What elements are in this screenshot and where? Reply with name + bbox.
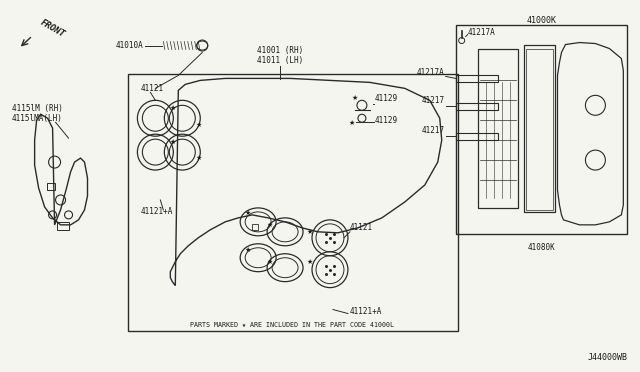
Text: 41129: 41129 — [375, 94, 398, 103]
Bar — [456, 133, 498, 140]
Bar — [525, 48, 554, 210]
Text: ★: ★ — [169, 105, 175, 111]
Text: 41129: 41129 — [375, 116, 398, 125]
Text: 41217: 41217 — [422, 126, 445, 135]
Text: 41010A: 41010A — [116, 41, 143, 50]
Text: ★: ★ — [349, 120, 355, 126]
Text: PARTS MARKED ★ ARE INCLUDED IN THE PART CODE 41000L: PARTS MARKED ★ ARE INCLUDED IN THE PART … — [190, 323, 394, 328]
Text: ★: ★ — [307, 259, 313, 265]
Bar — [456, 76, 498, 82]
Text: ★: ★ — [245, 210, 252, 216]
Text: ★: ★ — [169, 139, 175, 145]
Text: 41121+A: 41121+A — [140, 208, 173, 217]
Text: J44000WB: J44000WB — [588, 353, 627, 362]
Text: 4115lMA(LH): 4115lMA(LH) — [12, 114, 63, 123]
Bar — [477, 48, 518, 208]
Text: ★: ★ — [267, 222, 273, 228]
Text: ★: ★ — [267, 259, 273, 265]
Bar — [129, 74, 458, 331]
Text: 41080K: 41080K — [527, 243, 556, 252]
Text: FRONT: FRONT — [38, 18, 67, 39]
Text: 41121: 41121 — [140, 84, 163, 93]
Text: 41217A: 41217A — [417, 68, 445, 77]
Bar — [56, 222, 68, 230]
Text: 41121+A: 41121+A — [350, 307, 382, 316]
Text: ★: ★ — [195, 122, 202, 128]
Bar — [47, 183, 54, 190]
Bar — [456, 103, 498, 110]
Text: 41217A: 41217A — [468, 28, 495, 37]
Text: ★: ★ — [307, 229, 313, 235]
Bar — [524, 45, 556, 212]
Text: 41217: 41217 — [422, 96, 445, 105]
Text: ★: ★ — [195, 155, 202, 161]
Text: ★: ★ — [352, 95, 358, 101]
Text: 41000K: 41000K — [527, 16, 557, 25]
Text: 41121: 41121 — [350, 223, 373, 232]
Bar — [456, 25, 627, 234]
Text: 41011 (LH): 41011 (LH) — [257, 56, 303, 65]
Text: ★: ★ — [245, 247, 252, 253]
Bar — [252, 224, 258, 230]
Text: 41001 (RH): 41001 (RH) — [257, 46, 303, 55]
Text: 4115lM (RH): 4115lM (RH) — [12, 104, 63, 113]
